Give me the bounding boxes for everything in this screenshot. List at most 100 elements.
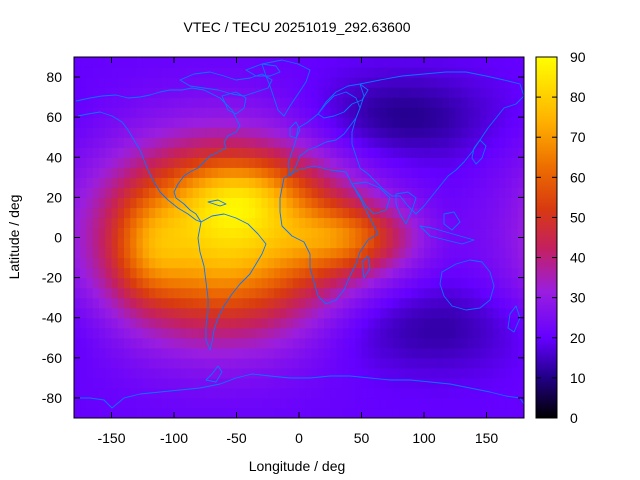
heatmap-cell — [261, 77, 269, 88]
heatmap-cell — [455, 357, 463, 369]
heatmap-cell — [117, 317, 125, 329]
heatmap-cell — [436, 267, 444, 279]
heatmap-cell — [342, 207, 350, 219]
heatmap-cell — [436, 137, 444, 148]
heatmap-cell — [267, 207, 275, 219]
heatmap-cell — [211, 97, 219, 108]
heatmap-cell — [292, 237, 300, 249]
heatmap-cell — [161, 407, 169, 418]
heatmap-cell — [124, 77, 131, 88]
heatmap-cell — [305, 137, 313, 148]
heatmap-cell — [411, 227, 419, 239]
heatmap-cell — [180, 277, 188, 289]
heatmap-cell — [374, 217, 381, 229]
heatmap-cell — [330, 277, 338, 289]
heatmap-cell — [517, 277, 524, 289]
heatmap-cell — [474, 137, 481, 148]
heatmap-cell — [286, 137, 294, 148]
heatmap-cell — [424, 317, 431, 329]
heatmap-cell — [511, 327, 519, 339]
heatmap-cell — [267, 167, 275, 178]
heatmap-cell — [105, 77, 113, 88]
heatmap-cell — [324, 267, 331, 279]
heatmap-cell — [286, 337, 294, 349]
heatmap-cell — [74, 187, 81, 198]
heatmap-cell — [155, 117, 163, 128]
heatmap-cell — [430, 187, 438, 198]
heatmap-cell — [99, 277, 106, 289]
heatmap-cell — [211, 327, 219, 339]
heatmap-cell — [199, 267, 206, 279]
heatmap-cell — [455, 377, 463, 389]
heatmap-cell — [130, 407, 138, 418]
heatmap-cell — [130, 177, 138, 188]
heatmap-cell — [217, 147, 225, 158]
heatmap-cell — [505, 107, 513, 118]
heatmap-cell — [349, 197, 356, 209]
heatmap-cell — [442, 247, 450, 259]
heatmap-cell — [324, 107, 331, 118]
heatmap-cell — [386, 77, 394, 88]
heatmap-cell — [430, 317, 438, 329]
heatmap-cell — [280, 357, 288, 369]
heatmap-cell — [492, 247, 500, 259]
heatmap-cell — [199, 147, 206, 158]
heatmap-cell — [349, 77, 356, 88]
heatmap-cell — [467, 377, 475, 389]
heatmap-cell — [180, 117, 188, 128]
heatmap-cell — [105, 407, 113, 418]
heatmap-cell — [486, 157, 494, 168]
heatmap-cell — [299, 167, 306, 178]
heatmap-cell — [305, 217, 313, 229]
heatmap-cell — [142, 187, 150, 198]
heatmap-cell — [317, 217, 325, 229]
heatmap-cell — [311, 187, 319, 198]
heatmap-cell — [467, 337, 475, 349]
heatmap-cell — [74, 87, 81, 98]
heatmap-cell — [386, 177, 394, 188]
heatmap-cell — [92, 157, 100, 168]
heatmap-cell — [380, 287, 388, 299]
heatmap-cell — [299, 407, 306, 418]
heatmap-cell — [261, 397, 269, 409]
heatmap-cell — [236, 97, 244, 108]
heatmap-cell — [311, 367, 319, 379]
heatmap-cell — [92, 267, 100, 279]
heatmap-cell — [517, 127, 524, 138]
heatmap-cell — [117, 227, 125, 239]
heatmap-cell — [467, 407, 475, 418]
heatmap-cell — [380, 247, 388, 259]
heatmap-cell — [149, 387, 156, 399]
heatmap-cell — [355, 307, 363, 319]
heatmap-cell — [286, 197, 294, 209]
heatmap-cell — [74, 157, 81, 168]
heatmap-cell — [361, 237, 369, 249]
heatmap-cell — [249, 237, 256, 249]
heatmap-cell — [380, 177, 388, 188]
heatmap-cell — [405, 247, 413, 259]
heatmap-cell — [355, 87, 363, 98]
heatmap-cell — [424, 397, 431, 409]
heatmap-cell — [355, 97, 363, 108]
heatmap-cell — [205, 147, 213, 158]
heatmap-cell — [242, 397, 250, 409]
heatmap-cell — [274, 347, 281, 359]
heatmap-cell — [499, 247, 506, 259]
heatmap-cell — [267, 347, 275, 359]
heatmap-cell — [392, 207, 400, 219]
heatmap-cell — [424, 97, 431, 108]
heatmap-cell — [349, 237, 356, 249]
heatmap-cell — [380, 77, 388, 88]
heatmap-cell — [374, 307, 381, 319]
heatmap-cell — [305, 347, 313, 359]
heatmap-cell — [505, 327, 513, 339]
heatmap-cell — [499, 397, 506, 409]
heatmap-cell — [299, 157, 306, 168]
heatmap-cell — [505, 297, 513, 309]
heatmap-cell — [342, 317, 350, 329]
heatmap-cell — [86, 177, 94, 188]
heatmap-cell — [299, 117, 306, 128]
heatmap-cell — [311, 377, 319, 389]
heatmap-cell — [167, 357, 175, 369]
heatmap-cell — [117, 67, 125, 78]
